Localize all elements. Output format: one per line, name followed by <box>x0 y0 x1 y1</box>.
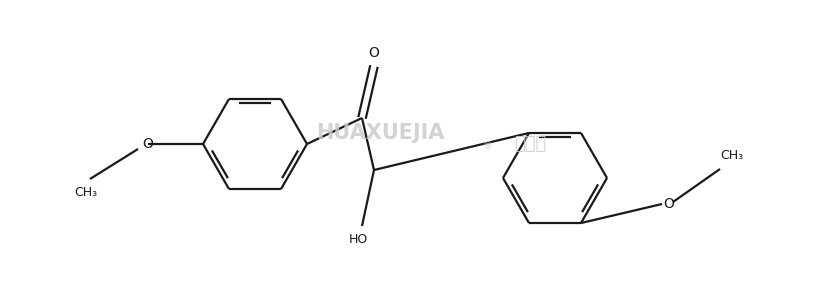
Text: HUAXUEJIA: HUAXUEJIA <box>316 123 444 143</box>
Text: HO: HO <box>349 233 368 246</box>
Text: O: O <box>143 137 154 151</box>
Text: O: O <box>663 197 674 211</box>
Text: CH₃: CH₃ <box>720 149 743 162</box>
Text: O: O <box>369 46 380 60</box>
Text: ®: ® <box>483 141 493 151</box>
Text: CH₃: CH₃ <box>75 186 97 199</box>
Text: 化学加: 化学加 <box>514 135 546 153</box>
